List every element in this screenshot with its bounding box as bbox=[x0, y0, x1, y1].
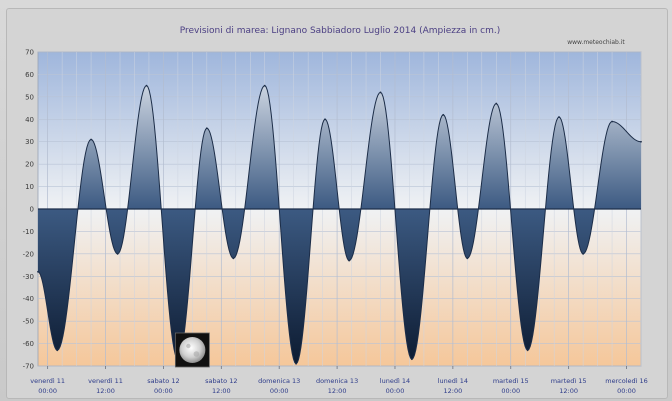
tide-point bbox=[410, 358, 413, 361]
x-tick-time: 00:00 bbox=[38, 387, 57, 395]
x-axis-ticks: venerdì 11 00:00 venerdì 11 12:00 sabato 12 0… bbox=[30, 366, 648, 395]
y-tick-label: 70 bbox=[25, 49, 34, 57]
x-tick-time: 12:00 bbox=[328, 387, 347, 395]
y-tick-label: 0 bbox=[30, 206, 34, 214]
full-moon-icon bbox=[174, 332, 210, 368]
source-label: www.meteochiab.it bbox=[567, 39, 625, 46]
y-tick-label: 10 bbox=[25, 183, 34, 191]
x-tick-day: mercoledì 16 bbox=[605, 377, 648, 385]
chart-title: Previsioni di marea: Lignano Sabbiadoro … bbox=[180, 26, 501, 36]
tide-point bbox=[295, 362, 297, 365]
tide-point bbox=[56, 349, 59, 352]
y-tick-label: -60 bbox=[23, 340, 34, 348]
tide-point bbox=[558, 116, 560, 118]
y-tick-label: -40 bbox=[23, 295, 34, 303]
y-tick-label: -70 bbox=[23, 363, 34, 371]
x-tick-time: 00:00 bbox=[270, 387, 289, 395]
y-axis-ticks: 70 60 50 40 30 20 10 0 -10 -20 -30 -40 -50 -60 -70 bbox=[23, 49, 34, 371]
tide-point bbox=[37, 270, 39, 273]
y-tick-label: -20 bbox=[23, 250, 34, 258]
tide-point bbox=[495, 102, 498, 105]
tide-point bbox=[611, 120, 613, 123]
x-tick-day: venerdì 11 bbox=[88, 377, 123, 385]
tide-point bbox=[640, 140, 642, 143]
x-tick-time: 12:00 bbox=[96, 387, 115, 395]
y-tick-label: 50 bbox=[25, 93, 34, 101]
x-tick-day: sabato 12 bbox=[147, 377, 179, 385]
y-tick-label: 20 bbox=[25, 161, 34, 169]
x-tick-time: 00:00 bbox=[386, 387, 405, 395]
tide-point bbox=[232, 257, 235, 260]
tide-point bbox=[205, 127, 208, 130]
tide-point bbox=[582, 252, 585, 255]
x-tick-day: sabato 12 bbox=[205, 377, 237, 385]
tide-point bbox=[116, 252, 119, 255]
x-tick-day: martedì 15 bbox=[551, 377, 587, 385]
x-tick-day: venerdì 11 bbox=[30, 377, 65, 385]
tide-area bbox=[38, 85, 641, 364]
y-tick-label: -10 bbox=[23, 228, 34, 236]
tide-point bbox=[379, 91, 382, 94]
tide-point bbox=[526, 349, 529, 352]
x-tick-time: 12:00 bbox=[559, 387, 578, 395]
tide-point bbox=[324, 118, 326, 121]
y-tick-label: -50 bbox=[23, 318, 34, 326]
y-tick-label: 60 bbox=[25, 71, 34, 79]
x-tick-day: lunedì 14 bbox=[380, 377, 410, 385]
tide-point bbox=[348, 259, 351, 262]
y-tick-label: 30 bbox=[25, 138, 34, 146]
x-tick-time: 12:00 bbox=[443, 387, 462, 395]
x-tick-time: 00:00 bbox=[501, 387, 520, 395]
x-tick-time: 00:00 bbox=[617, 387, 636, 395]
annotations bbox=[174, 332, 210, 368]
tide-point bbox=[466, 257, 469, 260]
tide-line bbox=[37, 85, 642, 365]
x-tick-day: domenica 13 bbox=[316, 377, 358, 385]
tide-point bbox=[90, 138, 92, 141]
x-tick-day: domenica 13 bbox=[258, 377, 300, 385]
tide-point bbox=[263, 84, 266, 87]
x-tick-day: martedì 15 bbox=[493, 377, 529, 385]
x-tick-time: 00:00 bbox=[154, 387, 173, 395]
y-tick-label: -30 bbox=[23, 273, 34, 281]
tide-point bbox=[442, 113, 445, 116]
y-tick-label: 40 bbox=[25, 116, 34, 124]
tide-point bbox=[145, 84, 148, 87]
x-tick-time: 12:00 bbox=[212, 387, 231, 395]
x-tick-day: lunedì 14 bbox=[438, 377, 468, 385]
